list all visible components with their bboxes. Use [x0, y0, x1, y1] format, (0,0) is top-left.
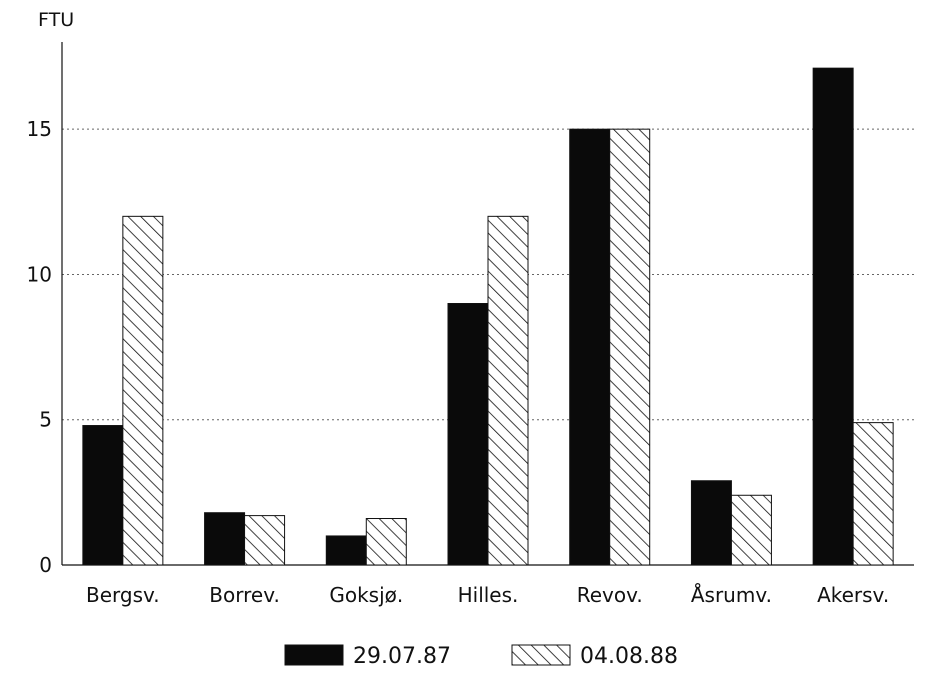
- legend: 29.07.87 04.08.88: [284, 644, 678, 669]
- bar-series2: [487, 215, 529, 566]
- x-tick-label: Hilles.: [458, 583, 519, 607]
- legend-swatch: [284, 644, 344, 666]
- bar-series2: [365, 518, 407, 566]
- bar-series1: [82, 425, 124, 566]
- y-axis-ticks: 0 5 10 15: [27, 117, 52, 577]
- bar-series1: [447, 303, 489, 566]
- legend-label: 04.08.88: [580, 644, 678, 669]
- bar-series1: [325, 535, 367, 566]
- bar-series2: [244, 515, 286, 566]
- y-tick-label: 15: [27, 117, 52, 141]
- legend-label: 29.07.87: [353, 644, 451, 669]
- bar-series2: [609, 128, 651, 566]
- x-axis-category-labels: Bergsv. Borrev. Goksjø. Hilles. Revov. Åsrumv…: [86, 583, 889, 607]
- x-tick-label: Akersv.: [817, 583, 889, 607]
- x-tick-label: Bergsv.: [86, 583, 160, 607]
- bar-series2: [122, 215, 164, 566]
- bar-series1: [569, 128, 611, 566]
- bar-series2: [852, 422, 894, 566]
- y-tick-label: 10: [27, 262, 52, 286]
- x-tick-label: Revov.: [577, 583, 643, 607]
- x-tick-label: Åsrumv.: [691, 583, 772, 607]
- x-tick-label: Goksjø.: [329, 583, 403, 607]
- x-tick-label: Borrev.: [209, 583, 280, 607]
- bar-series1: [204, 512, 246, 566]
- y-tick-label: 0: [39, 553, 52, 577]
- bars: [82, 67, 894, 566]
- y-tick-label: 5: [39, 408, 52, 432]
- bar-series1: [812, 67, 854, 566]
- bar-series1: [690, 480, 732, 566]
- y-axis-unit-label: FTU: [38, 9, 74, 31]
- bar-series2: [730, 494, 772, 566]
- legend-swatch: [511, 644, 571, 666]
